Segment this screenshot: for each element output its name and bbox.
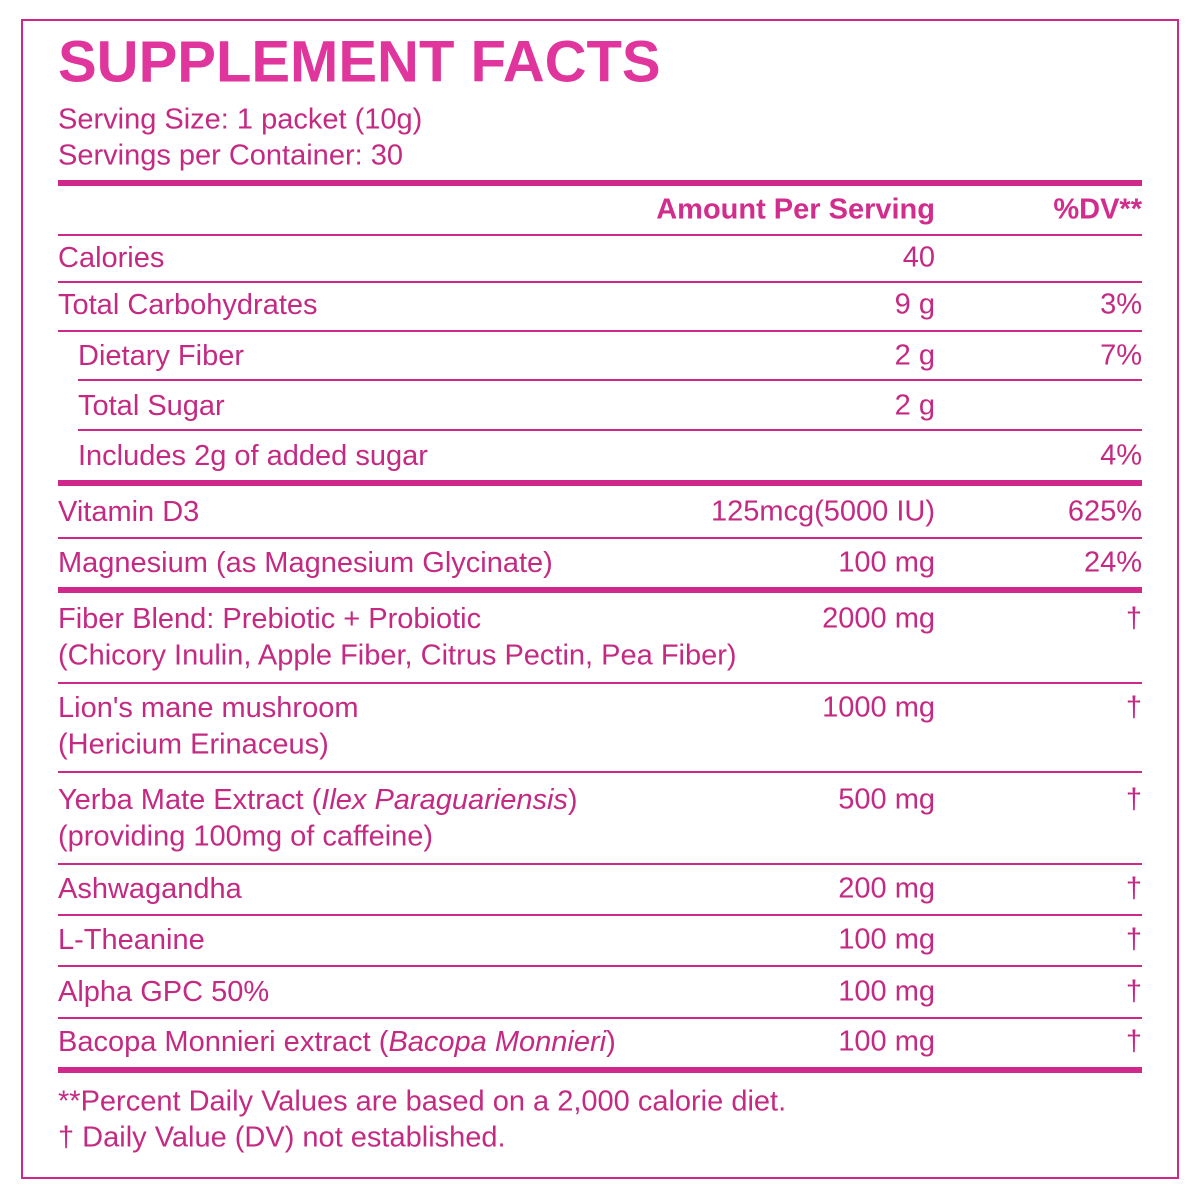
ingredient-detail: (providing 100mg of caffeine) [58,821,433,853]
daily-value: † [1126,603,1142,635]
name: ) [568,784,578,816]
dv-header: %DV** [1053,194,1142,226]
serving-size: Serving Size: 1 packet (10g) [58,104,422,136]
amount: 100 mg [838,976,935,1008]
name: Total Sugar [78,390,225,422]
ingredient-name: Yerba Mate Extract (Ilex Paraguariensis) [58,784,578,816]
daily-value: † [1126,1026,1142,1058]
name: Dietary Fiber [78,340,244,372]
name: Yerba Mate Extract ( [58,784,322,816]
name: L-Theanine [58,924,205,956]
name: ) [606,1026,616,1058]
ingredient-name: Magnesium (as Magnesium Glycinate) [58,547,553,579]
amount: 200 mg [838,873,935,905]
daily-value: † [1126,692,1142,724]
ingredient-name: Alpha GPC 50% [58,976,269,1008]
ingredient-name: Fiber Blend: Prebiotic + Probiotic [58,603,481,635]
amount: 125mcg(5000 IU) [711,496,935,528]
name: Magnesium (as Magnesium Glycinate) [58,547,553,579]
ingredient-name: Total Sugar [78,390,225,422]
amount: 100 mg [838,1026,935,1058]
amount: 500 mg [838,784,935,816]
title: SUPPLEMENT FACTS [58,29,661,94]
ingredient-name: Total Carbohydrates [58,289,318,321]
name: Lion's mane mushroom [58,692,359,724]
name: Vitamin D3 [58,496,199,528]
border [21,19,1179,1179]
ingredient-name: Lion's mane mushroom [58,692,359,724]
daily-value: 3% [1100,289,1142,321]
name: Alpha GPC 50% [58,976,269,1008]
name: Ashwagandha [58,873,243,905]
ingredient-name: Dietary Fiber [78,340,244,372]
amount: 100 mg [838,547,935,579]
servings-per-container: Servings per Container: 30 [58,140,403,172]
amount: 40 [903,242,935,274]
amount: 2000 mg [822,603,935,635]
amount: 2 g [895,390,935,422]
daily-value: † [1126,924,1142,956]
daily-value: 24% [1084,547,1142,579]
amount: 1000 mg [822,692,935,724]
name: Bacopa Monnieri extract ( [58,1026,389,1058]
ingredient-detail: (Hericium Erinaceus) [58,729,329,761]
daily-value: 625% [1068,496,1142,528]
amount: 2 g [895,340,935,372]
name: Fiber Blend: Prebiotic + Probiotic [58,603,481,635]
footnote: **Percent Daily Values are based on a 2,… [58,1086,786,1118]
daily-value: 7% [1100,340,1142,372]
ingredient-name: Ashwagandha [58,873,243,905]
amount-header: Amount Per Serving [656,194,935,226]
daily-value: † [1126,784,1142,816]
daily-value: † [1126,976,1142,1008]
name: Total Carbohydrates [58,289,318,321]
amount: 9 g [895,289,935,321]
amount: 100 mg [838,924,935,956]
ingredient-name: L-Theanine [58,924,205,956]
daily-value: † [1126,873,1142,905]
latin-name: Ilex Paraguariensis [321,784,568,816]
ingredient-name: Includes 2g of added sugar [78,440,428,472]
footnote: † Daily Value (DV) not established. [58,1122,506,1154]
ingredient-name: Calories [58,242,164,274]
latin-name: Bacopa Monnieri [388,1026,607,1058]
name: Calories [58,242,164,274]
daily-value: 4% [1100,440,1142,472]
ingredient-name: Bacopa Monnieri extract (Bacopa Monnieri… [58,1026,616,1058]
ingredient-detail: (Chicory Inulin, Apple Fiber, Citrus Pec… [58,640,737,672]
name: Includes 2g of added sugar [78,440,428,472]
ingredient-name: Vitamin D3 [58,496,199,528]
